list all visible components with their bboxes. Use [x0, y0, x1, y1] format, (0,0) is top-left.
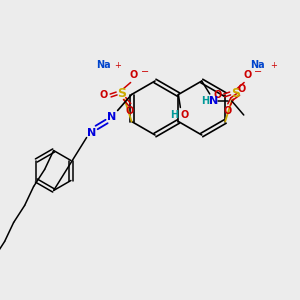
Text: N: N: [87, 128, 96, 137]
Text: O: O: [100, 91, 108, 100]
Text: O: O: [223, 106, 231, 116]
Text: N: N: [209, 96, 218, 106]
Text: Na: Na: [96, 61, 111, 70]
Text: O: O: [125, 106, 134, 116]
Text: O: O: [213, 91, 221, 100]
Text: H: H: [170, 110, 178, 119]
Text: +: +: [114, 61, 121, 70]
Text: +: +: [270, 61, 277, 70]
Text: H: H: [201, 96, 209, 106]
Text: −: −: [141, 67, 149, 76]
Text: −: −: [254, 67, 262, 76]
Text: O: O: [238, 84, 246, 94]
Text: S: S: [231, 87, 240, 100]
Text: O: O: [243, 70, 251, 80]
Text: O: O: [130, 70, 138, 80]
Text: O: O: [180, 110, 188, 119]
Text: S: S: [117, 87, 126, 100]
Text: N: N: [107, 112, 116, 122]
Text: Na: Na: [250, 61, 265, 70]
